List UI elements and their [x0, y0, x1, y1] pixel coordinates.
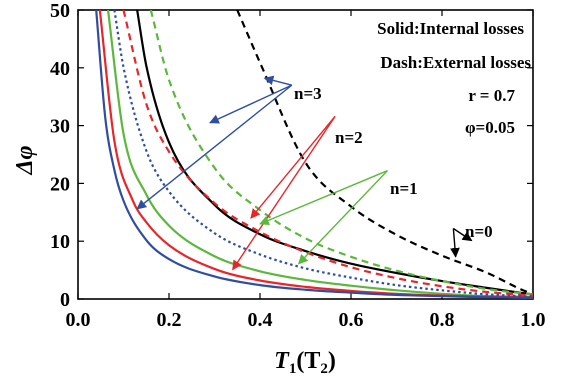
annotation-arrow	[259, 170, 388, 225]
series-line-n0-dash	[236, 10, 533, 296]
annotation-param-r: r = 0.7	[468, 86, 515, 105]
annotation-arrows	[136, 75, 473, 271]
series-line-n2-dash	[122, 10, 533, 297]
series-line-n3-solid	[95, 10, 533, 299]
x-tick-label: 1.0	[521, 309, 546, 331]
x-tick-label: 0.0	[66, 309, 91, 331]
x-axis-label: T1(T2)	[274, 348, 336, 377]
annotation-dash: Dash:External losses	[380, 53, 531, 72]
series-line-n1-solid	[106, 10, 533, 298]
axis-ticks: 0.0 0.2 0.4 0.6 0.8 1.0 0 10 20 30 40 50	[50, 0, 546, 331]
annotation-arrow	[209, 84, 293, 124]
annotation-arrow	[450, 228, 460, 258]
annotation-arrow	[452, 227, 473, 242]
annotation-arrow	[232, 115, 336, 271]
y-tick-label: 0	[60, 289, 70, 311]
x-axis-label-sub1: 1	[289, 361, 297, 377]
annotation-arrow	[250, 115, 336, 219]
plot-frame	[77, 9, 534, 300]
annotation-solid: Solid:Internal losses	[377, 19, 524, 38]
series-line-n3-dot	[113, 10, 533, 298]
y-tick-label: 10	[50, 231, 70, 253]
series-line-n0-solid	[136, 10, 533, 296]
x-tick-label: 0.6	[339, 309, 364, 331]
y-axis-label: Δφ	[12, 145, 38, 175]
annotation-arrow	[263, 75, 293, 86]
label-n0: n=0	[465, 222, 493, 241]
label-n1: n=1	[390, 179, 418, 198]
x-tick-label: 0.4	[248, 309, 273, 331]
x-tick-label: 0.2	[157, 309, 182, 331]
label-n2: n=2	[335, 128, 363, 147]
x-tick-label: 0.8	[430, 309, 455, 331]
y-tick-label: 30	[50, 116, 70, 138]
series-group	[95, 10, 533, 299]
label-n3: n=3	[294, 84, 322, 103]
x-axis-label-main: T	[274, 348, 290, 374]
annotation-param-phi: φ=0.05	[465, 118, 515, 137]
x-axis-label-end: )	[328, 348, 336, 374]
y-tick-label: 20	[50, 173, 70, 195]
x-axis-label-mid: (T	[296, 348, 320, 374]
series-line-n1-dash	[149, 10, 533, 296]
y-tick-label: 50	[50, 0, 70, 22]
annotation-arrow	[297, 170, 388, 265]
annotation-arrow	[136, 84, 293, 210]
x-axis-label-sub2: 2	[320, 361, 328, 377]
y-tick-label: 40	[50, 58, 70, 80]
